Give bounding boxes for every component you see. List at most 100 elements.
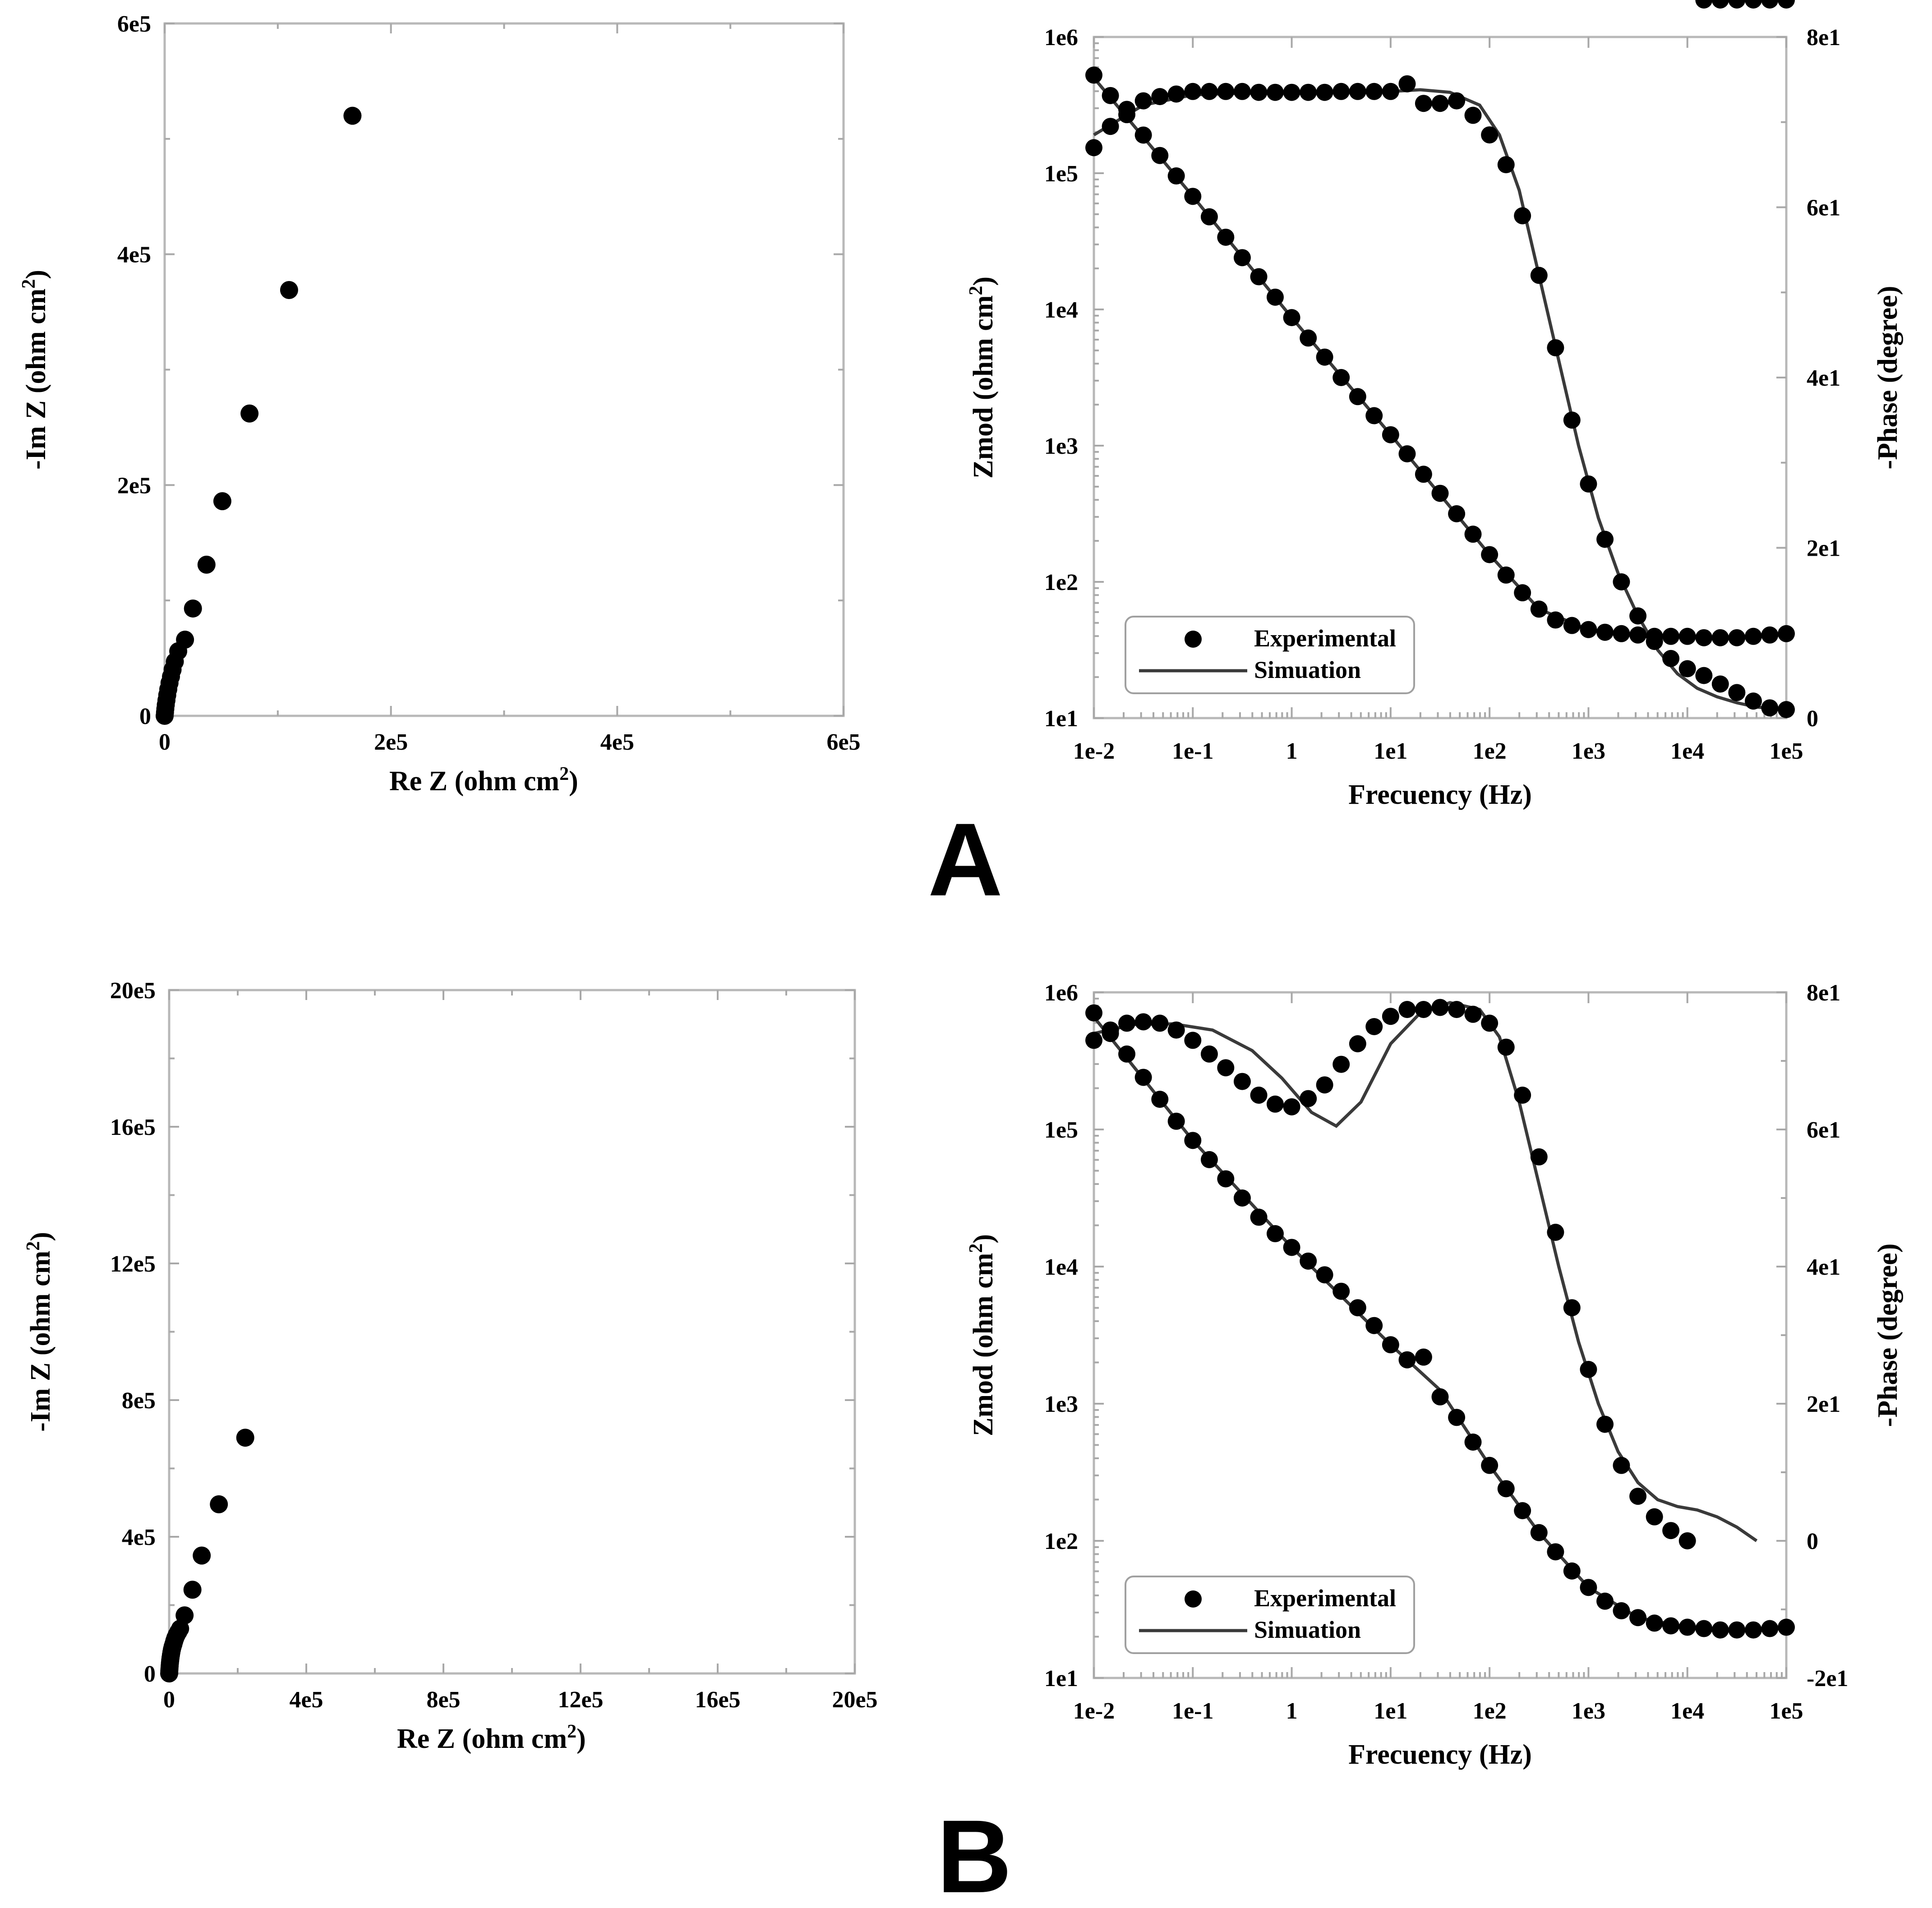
- x-tick-label: 12e5: [558, 1687, 603, 1713]
- zmod-data-point: [1415, 1348, 1432, 1366]
- phase-data-point: [1184, 1032, 1202, 1049]
- data-point: [236, 1429, 254, 1447]
- zmod-data-point: [1596, 623, 1614, 641]
- phase-data-point: [1382, 83, 1399, 100]
- phase-data-point: [1102, 118, 1119, 135]
- y2-tick-label: 2e1: [1807, 1392, 1840, 1417]
- panel-a-bode-plot: 1e-2 1e-1 1 1e1 1e2 1e3 1e4 1e5 1e1 1e2 1e3 1e4 1e5 1…: [966, 25, 1903, 810]
- phase-data-point: [1300, 83, 1317, 101]
- zmod-data-point: [1200, 1151, 1218, 1168]
- phase-data-point: [1514, 207, 1531, 225]
- phase-data-point: [1167, 1021, 1185, 1039]
- zmod-data-point: [1497, 1480, 1515, 1498]
- phase-simulation-line: [1093, 1001, 1758, 1542]
- phase-data-point: [1333, 1055, 1350, 1073]
- zmod-data-point: [1382, 426, 1399, 443]
- zmod-data-point: [1481, 546, 1499, 563]
- phase-data-point: [1266, 83, 1284, 101]
- phase-data-point: [1629, 607, 1647, 625]
- zmod-data-point: [1530, 1524, 1548, 1541]
- zmod-data-point: [1646, 1614, 1663, 1632]
- zmod-data-point: [1365, 1317, 1383, 1334]
- zmod-data-point: [1431, 1388, 1449, 1406]
- zmod-data-point: [1118, 1045, 1136, 1063]
- phase-data-point: [1217, 83, 1235, 100]
- y2-tick-label: 0: [1807, 706, 1818, 732]
- panel-b-nyquist-plot: 0 4e5 8e5 12e5 16e5 20e5 0 4e5 8e5 12e5 16e5 20e5 Re…: [23, 978, 878, 1754]
- y-tick-label: 1e4: [1044, 1254, 1078, 1280]
- x-axis-title: Re Z (ohm cm2): [389, 764, 578, 797]
- phase-data-point: [1365, 83, 1383, 100]
- x-tick-label: 1e4: [1670, 738, 1704, 764]
- zmod-data-point: [1563, 1562, 1581, 1580]
- y-tick-label: 16e5: [110, 1115, 156, 1140]
- zmod-data-point: [1151, 1091, 1169, 1108]
- zmod-data-point: [1233, 249, 1251, 267]
- phase-data-point: [1678, 660, 1696, 677]
- y2-tick-label: 4e1: [1807, 365, 1840, 391]
- phase-data-point: [1167, 85, 1185, 103]
- zmod-data-point: [1448, 505, 1466, 522]
- phase-data-point: [1217, 1059, 1235, 1077]
- phase-data-point: [1349, 83, 1366, 100]
- phase-data-point: [1497, 156, 1515, 174]
- y-tick-label: 1e3: [1044, 433, 1078, 459]
- y-tick-label: 4e5: [122, 1525, 156, 1550]
- zmod-data-point: [1151, 147, 1169, 164]
- zmod-data-point: [1497, 566, 1515, 584]
- y2-axis-title: -Phase (degree): [1872, 286, 1903, 470]
- y2-tick-label: 4e1: [1807, 1254, 1840, 1280]
- phase-data-point: [1118, 101, 1136, 118]
- zmod-data-point: [1728, 629, 1746, 646]
- y2-tick-label: -2e1: [1807, 1666, 1848, 1691]
- phase-data-point: [1300, 1090, 1317, 1107]
- phase-data-point: [1365, 1018, 1383, 1035]
- phase-data-point: [1431, 95, 1449, 112]
- phase-data-point: [1481, 1014, 1499, 1032]
- zmod-data-point: [1316, 1266, 1333, 1284]
- y-tick-label: 2e5: [117, 473, 151, 498]
- phase-data-point: [1316, 83, 1333, 101]
- phase-data-point: [1662, 650, 1680, 667]
- phase-data-point: [1613, 1456, 1630, 1474]
- phase-data-point: [1497, 1038, 1515, 1056]
- zmod-data-point: [1085, 1004, 1102, 1022]
- phase-data-point: [1678, 1532, 1696, 1549]
- zmod-data-point: [1613, 1602, 1630, 1620]
- zmod-data-point: [1398, 1351, 1416, 1369]
- legend-label-simulation: Simuation: [1254, 1616, 1361, 1643]
- phase-data-point: [1481, 126, 1499, 144]
- y2-axis-title: -Phase (degree): [1872, 1244, 1903, 1427]
- plot-frame: [168, 989, 856, 1675]
- zmod-data-point: [1580, 621, 1597, 638]
- zmod-data-point: [1184, 188, 1202, 205]
- phase-data-point: [1233, 1073, 1251, 1090]
- phase-data-point: [1085, 139, 1102, 157]
- x-tick-label: 1e3: [1572, 738, 1605, 764]
- y-tick-label: 1e1: [1044, 1666, 1078, 1691]
- x-tick-label: 1e2: [1473, 1698, 1507, 1724]
- zmod-data-point: [1547, 611, 1564, 629]
- phase-data-point: [1266, 1095, 1284, 1113]
- y-tick-label: 1e5: [1044, 1117, 1078, 1143]
- data-point: [175, 1606, 194, 1625]
- zmod-data-point: [1398, 445, 1416, 463]
- zmod-data-point: [1530, 600, 1548, 618]
- x-tick-label: 1e3: [1572, 1698, 1605, 1724]
- y-tick-label: 0: [144, 1661, 156, 1687]
- y-tick-label: 6e5: [117, 11, 151, 37]
- phase-data-point: [1695, 0, 1713, 9]
- legend-marker-experimental: [1185, 1590, 1202, 1608]
- plot-frame: [163, 22, 845, 717]
- zmod-data-point: [1629, 626, 1647, 644]
- zmod-data-point: [1678, 627, 1696, 645]
- phase-data-point: [1778, 701, 1795, 719]
- phase-data-point: [1200, 1045, 1218, 1063]
- phase-data-point: [1250, 1087, 1268, 1104]
- data-point: [176, 631, 194, 649]
- x-tick-label: 0: [159, 729, 171, 755]
- phase-data-point: [1629, 1488, 1647, 1505]
- phase-data-point: [1662, 1522, 1680, 1539]
- y2-tick-label: 8e1: [1807, 25, 1840, 51]
- phase-data-point: [1283, 83, 1300, 101]
